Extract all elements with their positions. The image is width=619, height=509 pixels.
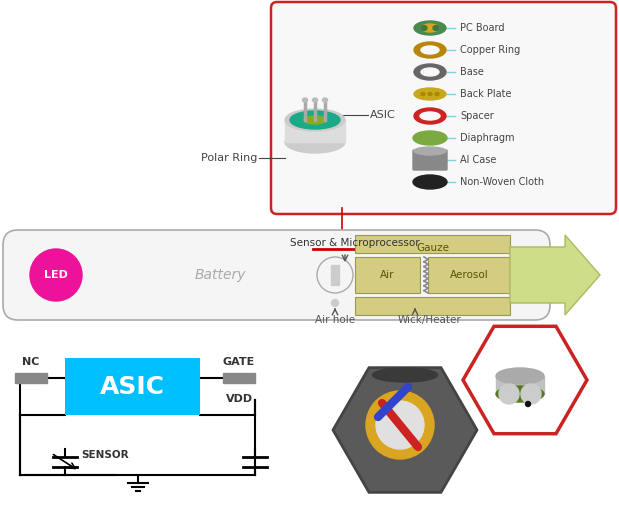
Circle shape [521,384,541,404]
Polygon shape [463,326,587,434]
Ellipse shape [373,368,438,382]
Circle shape [332,299,339,306]
Text: Al Case: Al Case [460,155,496,165]
Ellipse shape [421,46,439,54]
Text: LED: LED [44,270,68,280]
FancyBboxPatch shape [413,150,447,170]
Polygon shape [333,367,477,492]
Ellipse shape [496,386,544,402]
Ellipse shape [414,88,446,100]
Ellipse shape [435,93,439,96]
Text: Polar Ring: Polar Ring [201,153,257,163]
Text: NC: NC [22,357,40,367]
Ellipse shape [285,109,345,131]
Circle shape [526,402,530,407]
Ellipse shape [304,116,326,124]
Bar [285,120,345,142]
Text: Sensor & Microprocessor: Sensor & Microprocessor [290,238,420,248]
Circle shape [366,391,434,459]
Text: Air hole: Air hole [315,315,355,325]
Ellipse shape [414,21,446,35]
Text: Diaphragm: Diaphragm [460,133,514,143]
Bar [15,373,47,383]
Ellipse shape [285,131,345,153]
Bar [331,265,339,285]
Ellipse shape [322,98,327,102]
Ellipse shape [496,368,544,384]
Ellipse shape [303,98,308,102]
Text: GATE: GATE [223,357,255,367]
Text: VDD: VDD [225,394,253,404]
Ellipse shape [290,111,340,129]
Ellipse shape [420,112,440,120]
FancyBboxPatch shape [271,2,616,214]
Ellipse shape [414,42,446,58]
Text: Copper Ring: Copper Ring [460,45,520,55]
Ellipse shape [428,93,432,96]
Text: Base: Base [460,67,484,77]
FancyBboxPatch shape [355,297,510,315]
Text: Aerosol: Aerosol [449,270,488,280]
Ellipse shape [414,147,446,155]
FancyBboxPatch shape [3,230,550,320]
Bar [223,373,255,383]
Bar [496,376,544,394]
Ellipse shape [313,98,318,102]
Ellipse shape [433,25,439,31]
Circle shape [376,401,424,449]
Ellipse shape [421,24,439,32]
Text: Back Plate: Back Plate [460,89,511,99]
Polygon shape [510,235,600,315]
Text: Gauze: Gauze [416,243,449,253]
Ellipse shape [413,131,447,145]
Text: Spacer: Spacer [460,111,494,121]
FancyBboxPatch shape [355,235,510,253]
Ellipse shape [421,93,425,96]
Text: Wick/Heater: Wick/Heater [398,315,462,325]
FancyBboxPatch shape [428,257,510,293]
Ellipse shape [421,25,427,31]
Circle shape [30,249,82,301]
FancyBboxPatch shape [355,257,420,293]
Ellipse shape [414,108,446,124]
Circle shape [499,384,519,404]
Text: Battery: Battery [194,268,246,282]
Ellipse shape [421,68,439,76]
FancyBboxPatch shape [65,358,200,415]
Ellipse shape [414,64,446,80]
Text: ASIC: ASIC [370,110,396,120]
Text: Non-Woven Cloth: Non-Woven Cloth [460,177,544,187]
Ellipse shape [413,175,447,189]
Text: Air: Air [380,270,395,280]
Text: ASIC: ASIC [100,375,165,399]
Text: SENSOR: SENSOR [81,450,129,460]
Text: PC Board: PC Board [460,23,504,33]
